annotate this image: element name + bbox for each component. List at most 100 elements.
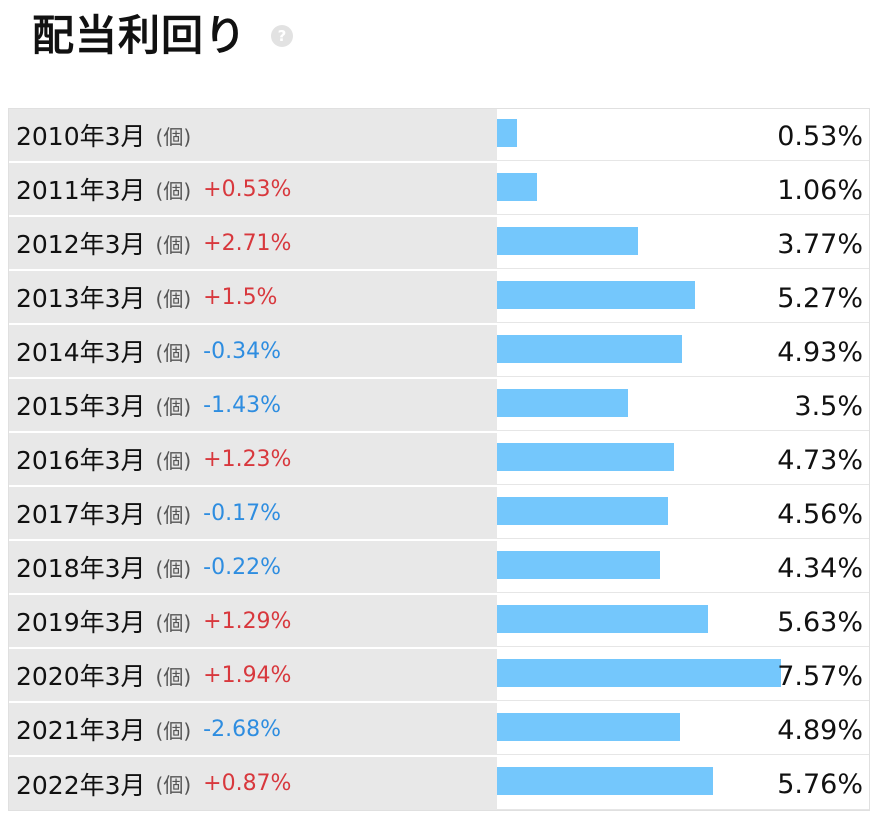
- page-title: 配当利回り: [32, 10, 248, 60]
- yield-bar: [497, 551, 660, 579]
- row-label-cell: 2021年3月 (個) -2.68%: [9, 703, 497, 755]
- yield-bar: [497, 443, 674, 471]
- fiscal-year-label: 2013年3月: [16, 284, 146, 313]
- unit-label: (個): [155, 178, 192, 203]
- yield-change-label: +0.87%: [203, 771, 292, 796]
- yield-value: 5.63%: [777, 607, 863, 638]
- table-row: 2010年3月 (個) 0.53%: [9, 109, 869, 163]
- unit-label: (個): [155, 773, 192, 797]
- unit-label: (個): [155, 340, 192, 365]
- yield-change-label: +1.5%: [203, 284, 278, 310]
- unit-label: (個): [155, 124, 192, 149]
- row-label-cell: 2012年3月 (個) +2.71%: [9, 217, 497, 269]
- row-label-cell: 2019年3月 (個) +1.29%: [9, 595, 497, 647]
- section-header: 配当利回り ?: [32, 4, 294, 60]
- table-row: 2016年3月 (個) +1.23% 4.73%: [9, 433, 869, 487]
- row-label-cell: 2010年3月 (個): [9, 109, 497, 161]
- yield-value: 3.77%: [777, 229, 863, 260]
- row-value-cell: 5.76%: [497, 757, 869, 810]
- row-label-cell: 2015年3月 (個) -1.43%: [9, 379, 497, 431]
- yield-change-label: -0.22%: [203, 554, 281, 580]
- table-row: 2012年3月 (個) +2.71% 3.77%: [9, 217, 869, 271]
- table-row: 2017年3月 (個) -0.17% 4.56%: [9, 487, 869, 541]
- row-label-cell: 2018年3月 (個) -0.22%: [9, 541, 497, 593]
- row-value-cell: 7.57%: [497, 649, 869, 701]
- table-row: 2018年3月 (個) -0.22% 4.34%: [9, 541, 869, 595]
- yield-bar: [497, 497, 668, 525]
- yield-bar: [497, 335, 682, 363]
- unit-label: (個): [155, 664, 192, 689]
- table-row: 2011年3月 (個) +0.53% 1.06%: [9, 163, 869, 217]
- yield-bar: [497, 281, 695, 309]
- yield-bar: [497, 713, 680, 741]
- yield-change-label: +1.29%: [203, 608, 292, 634]
- unit-label: (個): [155, 286, 192, 311]
- yield-change-label: +1.23%: [203, 446, 292, 472]
- row-value-cell: 5.27%: [497, 271, 869, 323]
- yield-change-label: -2.68%: [203, 716, 281, 742]
- unit-label: (個): [155, 394, 192, 419]
- yield-change-label: -1.43%: [203, 392, 281, 418]
- table-row: 2015年3月 (個) -1.43% 3.5%: [9, 379, 869, 433]
- unit-label: (個): [155, 718, 192, 743]
- fiscal-year-label: 2020年3月: [16, 662, 146, 691]
- yield-value: 4.34%: [777, 553, 863, 584]
- yield-change-label: +1.94%: [203, 662, 292, 688]
- yield-bar: [497, 605, 708, 633]
- yield-bar: [497, 767, 713, 795]
- yield-change-label: +0.53%: [203, 176, 292, 202]
- fiscal-year-label: 2017年3月: [16, 500, 146, 529]
- table-row: 2013年3月 (個) +1.5% 5.27%: [9, 271, 869, 325]
- yield-value: 7.57%: [777, 661, 863, 692]
- row-value-cell: 0.53%: [497, 109, 869, 161]
- row-value-cell: 4.56%: [497, 487, 869, 539]
- unit-label: (個): [155, 556, 192, 581]
- yield-value: 1.06%: [777, 175, 863, 206]
- yield-value: 5.76%: [777, 769, 863, 800]
- row-label-cell: 2011年3月 (個) +0.53%: [9, 163, 497, 215]
- table-row: 2022年3月 (個) +0.87% 5.76%: [9, 757, 869, 811]
- table-row: 2020年3月 (個) +1.94% 7.57%: [9, 649, 869, 703]
- yield-change-label: +2.71%: [203, 230, 292, 256]
- row-label-cell: 2017年3月 (個) -0.17%: [9, 487, 497, 539]
- yield-bar: [497, 173, 537, 201]
- row-value-cell: 5.63%: [497, 595, 869, 647]
- fiscal-year-label: 2022年3月: [16, 770, 146, 800]
- yield-change-label: -0.34%: [203, 338, 281, 364]
- row-label-cell: 2014年3月 (個) -0.34%: [9, 325, 497, 377]
- table-row: 2019年3月 (個) +1.29% 5.63%: [9, 595, 869, 649]
- fiscal-year-label: 2018年3月: [16, 554, 146, 583]
- yield-value: 0.53%: [777, 121, 863, 152]
- yield-change-label: -0.17%: [203, 500, 281, 526]
- question-circle-icon[interactable]: ?: [271, 25, 294, 47]
- row-value-cell: 4.73%: [497, 433, 869, 485]
- dividend-yield-table: 2010年3月 (個) 0.53% 2011年3月 (個) +0.53% 1.06% 2012…: [8, 108, 870, 811]
- row-value-cell: 1.06%: [497, 163, 869, 215]
- row-label-cell: 2016年3月 (個) +1.23%: [9, 433, 497, 485]
- yield-value: 4.89%: [777, 715, 863, 746]
- row-value-cell: 4.34%: [497, 541, 869, 593]
- fiscal-year-label: 2021年3月: [16, 716, 146, 745]
- fiscal-year-label: 2012年3月: [16, 230, 146, 259]
- fiscal-year-label: 2011年3月: [16, 176, 146, 205]
- row-label-cell: 2013年3月 (個) +1.5%: [9, 271, 497, 323]
- yield-bar: [497, 227, 638, 255]
- row-value-cell: 4.89%: [497, 703, 869, 755]
- unit-label: (個): [155, 448, 192, 473]
- fiscal-year-label: 2015年3月: [16, 392, 146, 421]
- fiscal-year-label: 2014年3月: [16, 338, 146, 367]
- row-value-cell: 4.93%: [497, 325, 869, 377]
- row-label-cell: 2020年3月 (個) +1.94%: [9, 649, 497, 701]
- fiscal-year-label: 2019年3月: [16, 608, 146, 637]
- row-label-cell: 2022年3月 (個) +0.87%: [9, 757, 497, 810]
- yield-value: 4.73%: [777, 445, 863, 476]
- yield-value: 4.93%: [777, 337, 863, 368]
- table-row: 2021年3月 (個) -2.68% 4.89%: [9, 703, 869, 757]
- row-value-cell: 3.5%: [497, 379, 869, 431]
- unit-label: (個): [155, 610, 192, 635]
- yield-value: 5.27%: [777, 283, 863, 314]
- table-row: 2014年3月 (個) -0.34% 4.93%: [9, 325, 869, 379]
- yield-value: 3.5%: [794, 391, 863, 422]
- yield-bar: [497, 389, 628, 417]
- yield-value: 4.56%: [777, 499, 863, 530]
